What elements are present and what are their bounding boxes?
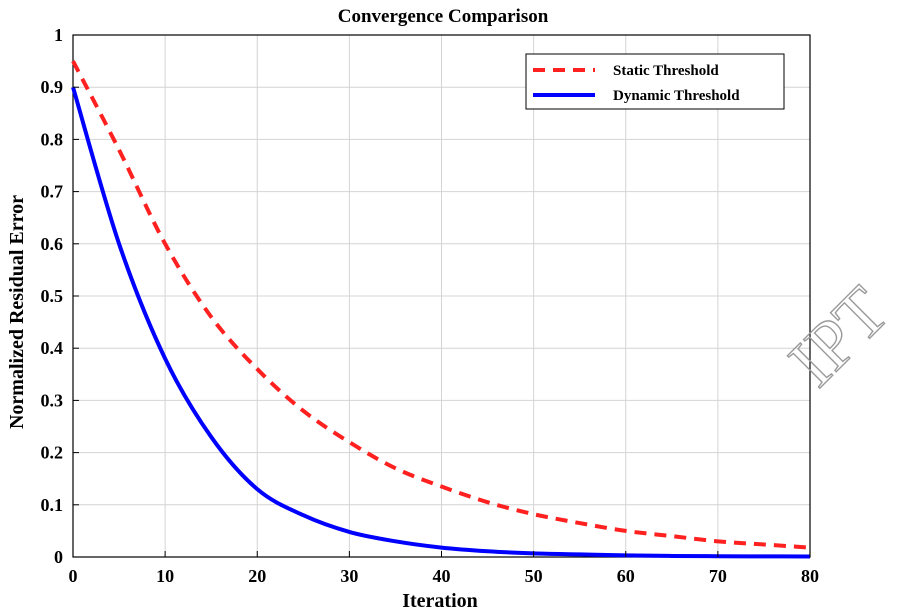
series-line-static-threshold bbox=[71, 60, 811, 550]
y-tick-label: 0.6 bbox=[41, 234, 64, 254]
x-tick-label: 20 bbox=[248, 566, 266, 586]
legend-label-dynamic: Dynamic Threshold bbox=[613, 88, 740, 104]
y-tick-label: 0.7 bbox=[41, 182, 64, 202]
x-tick-label: 0 bbox=[69, 566, 78, 586]
y-tick-label: 0 bbox=[54, 547, 63, 567]
x-tick-label: 70 bbox=[709, 566, 727, 586]
chart-title: Convergence Comparison bbox=[338, 6, 549, 27]
y-tick-label: 0.4 bbox=[41, 338, 64, 358]
y-tick-label: 0.1 bbox=[41, 495, 64, 515]
x-tick-label: 30 bbox=[340, 566, 358, 586]
series-layer bbox=[71, 60, 811, 559]
x-axis-ticks: 0 10 20 30 40 50 60 70 80 bbox=[69, 551, 819, 586]
grid-lines bbox=[72, 34, 811, 558]
x-tick-label: 10 bbox=[156, 566, 174, 586]
watermark-text: IPT bbox=[775, 273, 904, 402]
series-line-dynamic-threshold bbox=[71, 86, 811, 559]
legend: Static Threshold Dynamic Threshold bbox=[525, 53, 785, 110]
x-tick-label: 40 bbox=[433, 566, 451, 586]
x-tick-label: 80 bbox=[801, 566, 819, 586]
y-tick-label: 0.5 bbox=[41, 286, 64, 306]
y-tick-label: 1 bbox=[54, 25, 63, 45]
y-tick-label: 0.2 bbox=[41, 443, 64, 463]
legend-box bbox=[525, 53, 785, 110]
x-tick-label: 50 bbox=[525, 566, 543, 586]
y-axis-ticks: 0 0.1 0.2 0.3 0.4 0.5 0.6 0.7 0.8 0.9 1 bbox=[41, 25, 79, 567]
y-axis-label: Normalized Residual Error bbox=[6, 195, 28, 429]
x-tick-label: 60 bbox=[617, 566, 635, 586]
x-axis-label: Iteration bbox=[402, 590, 478, 611]
y-tick-label: 0.9 bbox=[41, 77, 64, 97]
y-tick-label: 0.3 bbox=[41, 390, 64, 410]
y-tick-label: 0.8 bbox=[41, 129, 64, 149]
legend-label-static: Static Threshold bbox=[613, 63, 719, 79]
